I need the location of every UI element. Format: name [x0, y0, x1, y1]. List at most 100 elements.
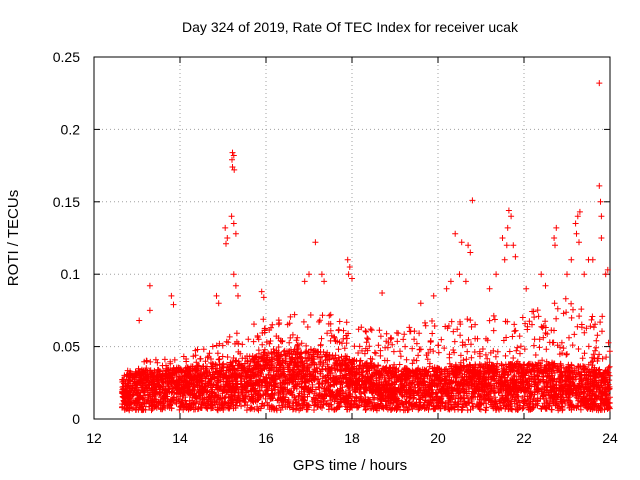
data-point [474, 335, 481, 342]
data-point [369, 356, 376, 363]
data-point [343, 319, 350, 326]
y-tick-label: 0.05 [53, 339, 80, 355]
data-point [596, 351, 603, 358]
data-point [574, 323, 581, 330]
data-point [451, 349, 458, 356]
data-point [494, 403, 501, 410]
data-point [543, 346, 550, 353]
data-point [400, 336, 407, 343]
data-point [204, 354, 211, 361]
data-point [468, 323, 475, 330]
data-point [593, 337, 600, 344]
data-point [429, 330, 436, 337]
data-point [292, 359, 299, 366]
data-point [356, 371, 363, 377]
data-point [552, 402, 559, 409]
data-point [377, 333, 384, 340]
data-point [158, 406, 165, 413]
data-point [387, 392, 393, 399]
data-point [594, 332, 601, 339]
data-point [431, 323, 438, 329]
data-point [479, 346, 486, 352]
data-point [576, 313, 583, 320]
data-point [339, 358, 346, 365]
data-point [532, 352, 539, 358]
data-point [351, 343, 358, 350]
data-point [377, 347, 384, 354]
data-point [579, 355, 586, 362]
data-point [540, 334, 547, 341]
data-point [484, 355, 491, 362]
data-point [311, 407, 317, 413]
data-point [502, 352, 509, 359]
data-point [337, 379, 344, 386]
data-point [476, 361, 483, 368]
data-point [238, 403, 245, 410]
data-point [312, 386, 319, 393]
data-point [564, 351, 570, 357]
data-point [563, 351, 570, 358]
data-point [503, 334, 510, 341]
data-point [516, 333, 523, 340]
data-point [326, 312, 333, 319]
data-point [517, 343, 524, 350]
data-point [575, 346, 582, 352]
data-point [327, 311, 334, 318]
data-point [490, 327, 497, 334]
data-point [215, 356, 222, 363]
data-point [152, 356, 159, 363]
data-point [377, 352, 384, 359]
data-point [557, 344, 563, 351]
data-point [211, 375, 218, 381]
data-point [506, 348, 513, 355]
data-point [362, 328, 369, 334]
data-point [606, 363, 613, 370]
data-point [395, 367, 402, 374]
data-point [279, 402, 286, 409]
data-point [331, 406, 338, 413]
data-point [268, 354, 275, 361]
data-point [511, 328, 518, 335]
data-point [216, 340, 223, 347]
data-point [599, 313, 606, 320]
data-point [367, 326, 374, 333]
data-point [154, 359, 161, 366]
data-point [429, 318, 435, 324]
data-point [336, 318, 343, 325]
data-point [530, 342, 537, 349]
data-point [389, 341, 396, 348]
data-point [529, 308, 536, 315]
data-point [578, 306, 585, 313]
data-point [279, 379, 286, 386]
data-point [435, 349, 442, 356]
data-point [590, 324, 597, 331]
data-point [406, 328, 413, 335]
data-point [528, 373, 535, 380]
data-point [521, 346, 528, 353]
data-point [593, 388, 600, 395]
data-point [225, 339, 232, 346]
data-point [267, 338, 274, 344]
data-point [449, 395, 456, 402]
data-point [263, 339, 270, 346]
data-point [317, 341, 324, 348]
data-point [570, 306, 576, 313]
data-point [599, 373, 606, 380]
data-point [396, 361, 403, 368]
data-point [558, 339, 565, 346]
data-point [522, 320, 529, 327]
data-point [368, 327, 375, 334]
data-point [603, 354, 610, 361]
data-point [551, 300, 558, 307]
data-point [422, 322, 429, 329]
data-point [192, 352, 199, 359]
data-point [403, 356, 410, 363]
data-point [438, 336, 445, 343]
data-point [581, 350, 588, 357]
data-point [259, 341, 266, 348]
data-point [385, 391, 392, 398]
data-point [276, 320, 283, 326]
data-point [377, 400, 384, 407]
data-point [534, 307, 541, 314]
data-point [328, 401, 335, 408]
